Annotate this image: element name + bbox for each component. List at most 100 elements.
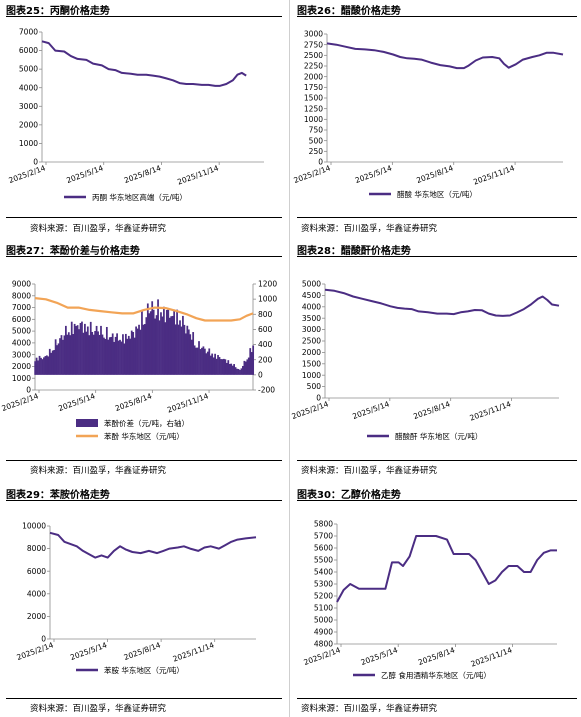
y-tick-label: 1000 xyxy=(304,115,323,124)
spread-bar xyxy=(130,330,133,375)
y-tick-label: 2500 xyxy=(304,51,323,60)
spread-bar xyxy=(224,359,227,375)
spread-bar xyxy=(165,309,168,375)
y-tick-label: 4500 xyxy=(302,291,321,300)
chart-svg-29: 0 2000 4000 6000 8000 10000 2025/2/14 2025/5/14… xyxy=(15,522,257,675)
y-tick-label: 3000 xyxy=(12,350,31,359)
spread-bar xyxy=(149,311,152,375)
spread-bar xyxy=(199,349,202,375)
y-tick-label: 1000 xyxy=(19,139,38,148)
spread-bar xyxy=(155,315,158,375)
chart-title: 图表27：苯酚价差与价格走势 xyxy=(6,246,140,257)
y-tick-label: 7000 xyxy=(19,28,38,37)
spread-bar xyxy=(167,309,170,375)
spread-bar xyxy=(110,336,113,375)
legend-label: 苯酚价差（元/吨，右轴） xyxy=(104,418,189,428)
x-tick-label: 2025/2/14 xyxy=(15,640,54,662)
x-tick-label: 2025/5/14 xyxy=(65,163,104,185)
y-tick-label: 1000 xyxy=(302,371,321,380)
spread-bar xyxy=(141,311,143,375)
y-tick-label: 5500 xyxy=(314,556,333,565)
legend-label: 丙酮 华东地区高端（元/吨） xyxy=(92,192,187,202)
source-rule xyxy=(297,460,577,461)
spread-bar xyxy=(146,303,149,375)
spread-bar xyxy=(129,338,132,375)
spread-bar xyxy=(120,341,123,375)
series-line xyxy=(326,42,564,70)
y-tick-label: 250 xyxy=(309,147,324,156)
spread-bar xyxy=(223,358,225,375)
spread-bar xyxy=(158,320,161,375)
spread-bar xyxy=(193,345,196,375)
y-right-tick-label: 0 xyxy=(258,370,263,379)
spread-bar xyxy=(220,359,222,375)
spread-bar xyxy=(217,355,219,375)
spread-bar xyxy=(201,347,203,375)
source-text: 资料来源：百川盈孚，华鑫证券研究 xyxy=(30,466,167,476)
spread-bar xyxy=(190,339,193,375)
series-line xyxy=(324,288,560,317)
source-text: 资料来源：百川盈孚，华鑫证券研究 xyxy=(30,704,167,714)
x-tick-label: 2025/2/14 xyxy=(0,391,39,413)
spread-bar xyxy=(53,349,56,375)
y-right-tick-label: 1000 xyxy=(258,295,277,304)
spread-bar xyxy=(116,333,118,375)
spread-bar xyxy=(168,317,171,375)
spread-bar xyxy=(113,341,116,375)
y-right-tick-label: 800 xyxy=(258,310,273,319)
spread-bar xyxy=(227,360,230,375)
spread-bar xyxy=(34,361,37,375)
spread-bar xyxy=(148,313,151,375)
y-tick-label: 0 xyxy=(318,158,323,167)
spread-bar xyxy=(205,353,208,375)
y-tick-label: 5600 xyxy=(314,544,333,553)
spread-bar xyxy=(233,364,236,375)
y-right-tick-label: 1200 xyxy=(258,280,277,289)
spread-bar xyxy=(82,332,85,375)
spread-bar xyxy=(62,339,64,375)
y-tick-label: 6000 xyxy=(12,315,31,324)
spread-bar xyxy=(246,359,249,375)
spread-bar xyxy=(73,323,76,375)
spread-bar xyxy=(107,339,110,375)
spread-bar xyxy=(209,355,212,375)
spread-bar xyxy=(60,335,63,375)
spread-bar xyxy=(228,363,231,375)
y-tick-label: 0 xyxy=(41,635,46,644)
chart-title: 图表26：醋酸价格走势 xyxy=(297,6,401,17)
legend-label: 醋酸 华东地区（元/吨） xyxy=(397,189,477,199)
title-rule xyxy=(297,256,577,257)
x-tick-label: 2025/8/14 xyxy=(417,645,456,667)
spread-bar xyxy=(86,326,89,375)
spread-bar xyxy=(174,324,177,375)
x-tick-label: 2025/5/14 xyxy=(360,645,399,667)
legend-label: 苯酚 华东地区（元/吨） xyxy=(104,431,184,441)
source-rule xyxy=(6,698,282,699)
spread-bar xyxy=(218,357,221,375)
spread-bar xyxy=(50,352,53,375)
spread-bar xyxy=(144,324,146,375)
source-text: 资料来源：百川盈孚，华鑫证券研究 xyxy=(301,224,438,234)
spread-bar xyxy=(124,333,127,375)
spread-bar xyxy=(154,318,156,375)
y-tick-label: 2750 xyxy=(304,40,323,49)
spread-bar xyxy=(127,335,130,375)
spread-bar xyxy=(123,343,126,375)
spread-bar xyxy=(94,330,97,375)
legend-label: 乙醇 食用酒精华东地区（元/吨） xyxy=(381,670,491,680)
spread-bar xyxy=(97,331,99,375)
spread-bar xyxy=(48,348,51,375)
y-tick-label: 3500 xyxy=(302,314,321,323)
spread-bar xyxy=(244,361,247,375)
x-tick-label: 2025/8/14 xyxy=(114,391,153,413)
legend-label: 醋酸酐 华东地区（元/吨） xyxy=(395,431,482,441)
x-tick-label: 2025/2/14 xyxy=(292,163,331,185)
spread-bar xyxy=(136,328,139,375)
chart-svg-25: 0 1000 2000 3000 4000 5000 6000 7000 2025/2/14 20… xyxy=(7,28,264,202)
spread-bar xyxy=(126,338,129,375)
y-tick-label: 4800 xyxy=(314,640,333,649)
x-tick-label: 2025/2/14 xyxy=(7,163,46,185)
panel-29: 图表29：苯胺价格走势 0 2000 4000 6000 8000 10000 2025/2… xyxy=(6,484,282,717)
spread-bar xyxy=(138,324,140,375)
